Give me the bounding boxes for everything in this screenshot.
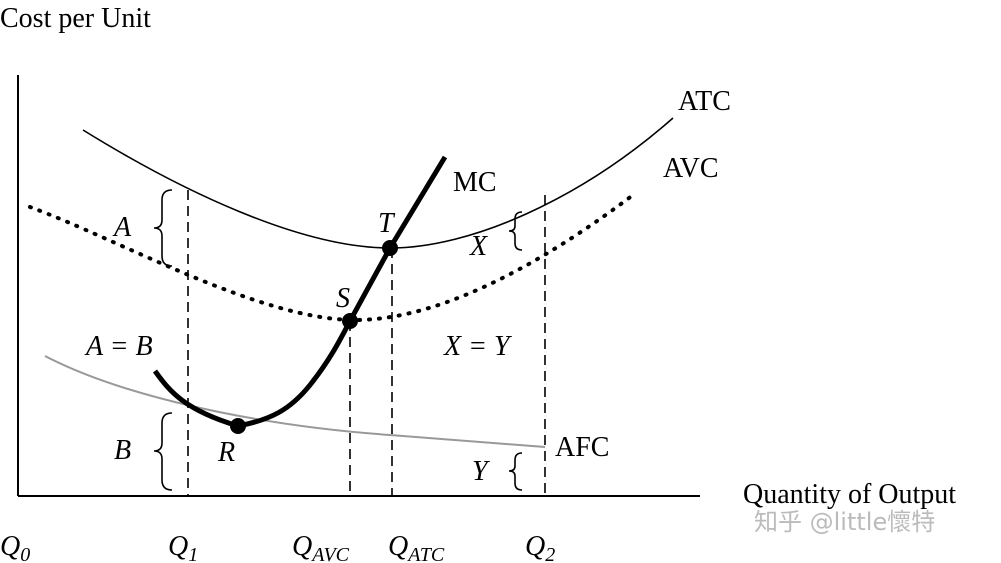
region-label: A = B — [84, 331, 153, 362]
quantity-subscript: 0 — [20, 544, 30, 563]
quantity-label: Q0 — [0, 531, 30, 563]
quantity-label: Q1 — [168, 531, 198, 563]
brace-b — [153, 412, 173, 491]
brace-a — [153, 189, 173, 267]
x-axis-title: Quantity of Output — [743, 479, 956, 510]
y-axis-title: Cost per Unit — [0, 3, 151, 34]
atc-label: ATC — [678, 86, 731, 117]
mc-curve — [152, 155, 448, 429]
afc-curve — [44, 355, 546, 448]
quantity-label: QATC — [388, 531, 445, 563]
quantity-symbol: Q — [292, 531, 312, 562]
brace-x — [508, 211, 523, 251]
mc-label: MC — [453, 167, 497, 198]
region-label: B — [114, 435, 131, 466]
quantity-subscript: ATC — [406, 544, 445, 563]
afc-label: AFC — [555, 432, 609, 463]
region-label: X — [469, 231, 488, 262]
quantity-subscript: 1 — [188, 544, 198, 563]
avc-curve — [28, 193, 635, 323]
point-label: S — [336, 283, 350, 314]
brace-y — [508, 452, 523, 491]
braces — [153, 189, 523, 491]
quantity-labels: Q0 Q1 QAVC QATC Q2 — [0, 531, 555, 563]
quantity-subscript: 2 — [545, 544, 555, 563]
quantity-label: QAVC — [292, 531, 350, 563]
point-r — [230, 418, 246, 434]
region-label: X = Y — [443, 331, 513, 362]
point-t — [382, 240, 398, 256]
avc-label: AVC — [663, 153, 719, 184]
watermark: 知乎 @little懷特 — [754, 508, 935, 536]
dashed-guides — [187, 190, 546, 496]
quantity-label: Q2 — [525, 531, 555, 563]
region-label: A — [112, 212, 132, 243]
point-label: T — [378, 208, 396, 239]
point-s — [342, 313, 358, 329]
quantity-symbol: Q — [0, 531, 20, 562]
quantity-symbol: Q — [168, 531, 188, 562]
quantity-symbol: Q — [388, 531, 408, 562]
region-label: Y — [472, 456, 491, 487]
quantity-subscript: AVC — [310, 544, 349, 563]
quantity-symbol: Q — [525, 531, 545, 562]
point-label: R — [217, 437, 235, 468]
